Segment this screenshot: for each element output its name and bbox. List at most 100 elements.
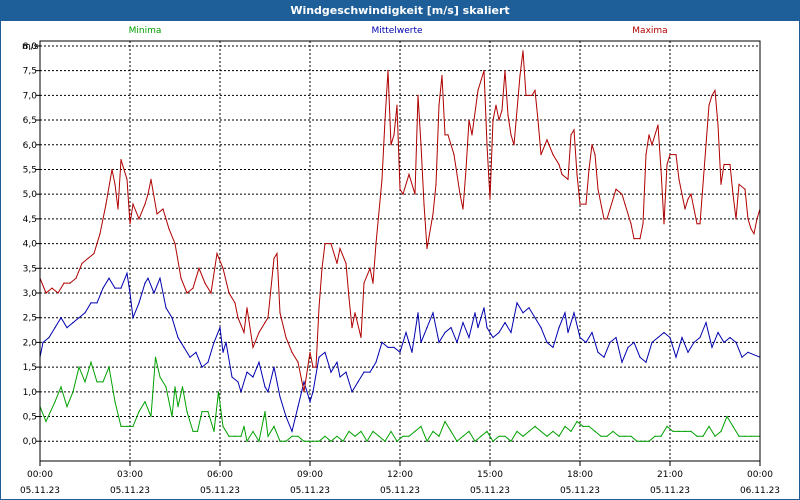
x-tick-time: 18:00 <box>567 470 593 480</box>
data-point-maxima <box>705 144 707 146</box>
data-point-mittelwerte <box>291 430 293 432</box>
series-minima <box>39 356 761 443</box>
data-point-minima <box>570 430 572 432</box>
data-point-maxima <box>291 351 293 353</box>
data-point-minima <box>540 430 542 432</box>
data-point-maxima <box>693 208 695 210</box>
data-point-mittelwerte <box>579 336 581 339</box>
data-point-mittelwerte <box>213 341 215 343</box>
data-point-maxima <box>99 233 101 235</box>
data-point-maxima <box>756 218 758 220</box>
data-point-minima <box>414 430 416 432</box>
data-point-minima <box>138 411 140 413</box>
y-tick-label: 7,0 <box>23 91 38 101</box>
data-point-maxima <box>132 203 134 205</box>
data-point-mittelwerte <box>627 346 629 348</box>
data-point-minima <box>450 430 452 432</box>
data-point-maxima <box>657 124 659 126</box>
data-point-mittelwerte <box>693 341 695 343</box>
data-point-minima <box>348 430 350 432</box>
data-point-maxima <box>750 228 752 230</box>
data-point-maxima <box>597 188 599 190</box>
data-point-mittelwerte <box>486 327 488 329</box>
data-point-minima <box>297 435 299 437</box>
data-point-maxima <box>147 193 149 195</box>
data-point-mittelwerte <box>219 327 221 329</box>
data-point-minima <box>90 361 92 363</box>
data-point-mittelwerte <box>84 312 86 314</box>
data-point-mittelwerte <box>651 341 653 343</box>
data-point-maxima <box>390 144 392 146</box>
data-point-mittelwerte <box>546 341 548 343</box>
data-point-mittelwerte <box>177 336 179 339</box>
data-point-maxima <box>126 178 128 180</box>
data-point-maxima <box>558 163 560 166</box>
data-point-maxima <box>423 203 425 205</box>
data-point-maxima <box>309 351 311 353</box>
data-point-mittelwerte <box>147 277 149 279</box>
data-point-minima <box>213 430 215 432</box>
x-tick-date: 05.11.23 <box>20 486 60 496</box>
data-point-maxima <box>45 292 47 294</box>
data-point-mittelwerte <box>393 346 395 348</box>
data-point-mittelwerte <box>747 351 749 353</box>
data-point-mittelwerte <box>444 331 446 334</box>
data-point-maxima <box>384 119 386 121</box>
data-point-maxima <box>531 94 533 96</box>
data-point-minima <box>522 435 524 437</box>
data-point-mittelwerte <box>405 331 407 334</box>
data-point-mittelwerte <box>369 371 371 373</box>
data-point-minima <box>456 440 458 442</box>
data-point-mittelwerte <box>171 317 173 319</box>
x-tick-time: 15:00 <box>477 470 503 480</box>
data-point-minima <box>196 430 199 432</box>
data-point-mittelwerte <box>450 327 452 329</box>
y-tick-label: 5,0 <box>23 190 38 200</box>
data-point-maxima <box>435 183 437 185</box>
data-point-mittelwerte <box>357 381 359 383</box>
data-point-mittelwerte <box>336 361 338 363</box>
data-point-minima <box>672 430 674 432</box>
data-point-maxima <box>426 247 428 250</box>
data-point-mittelwerte <box>165 307 167 309</box>
data-point-minima <box>372 430 374 432</box>
data-point-maxima <box>369 267 371 269</box>
x-axis: 00:00 05.11.23 03:00 05.11.23 06:00 05.11.23 0… <box>20 461 780 496</box>
data-point-maxima <box>348 297 350 299</box>
data-point-maxima <box>441 75 443 77</box>
data-point-maxima <box>228 292 230 294</box>
data-point-maxima <box>708 104 710 106</box>
x-tick-date: 05.11.23 <box>470 486 510 496</box>
data-point-mittelwerte <box>462 322 464 324</box>
data-point-minima <box>360 430 362 432</box>
data-point-mittelwerte <box>114 287 116 289</box>
data-point-maxima <box>438 104 440 106</box>
x-tick-date: 05.11.23 <box>290 486 330 496</box>
data-point-minima <box>546 435 548 437</box>
data-point-mittelwerte <box>498 331 500 334</box>
data-point-maxima <box>237 317 239 319</box>
data-point-mittelwerte <box>711 346 713 348</box>
data-point-mittelwerte <box>318 356 320 358</box>
data-point-minima <box>504 435 506 437</box>
y-tick-label: 4,5 <box>23 215 37 225</box>
data-point-minima <box>366 440 368 442</box>
data-point-minima <box>492 440 494 442</box>
data-point-maxima <box>471 134 473 136</box>
data-point-maxima <box>267 317 269 319</box>
data-point-minima <box>438 435 440 437</box>
data-point-maxima <box>339 247 341 250</box>
data-point-minima <box>309 440 311 442</box>
data-point-minima <box>726 415 728 418</box>
data-point-mittelwerte <box>237 381 239 383</box>
data-point-minima <box>684 430 686 432</box>
data-point-minima <box>642 440 644 442</box>
data-point-maxima <box>318 307 320 309</box>
y-tick-label: 3,5 <box>23 264 37 274</box>
data-point-maxima <box>285 336 287 339</box>
data-point-mittelwerte <box>183 346 185 348</box>
data-point-mittelwerte <box>201 366 203 368</box>
data-point-mittelwerte <box>387 346 389 348</box>
data-point-minima <box>318 440 320 442</box>
data-point-maxima <box>696 223 698 225</box>
